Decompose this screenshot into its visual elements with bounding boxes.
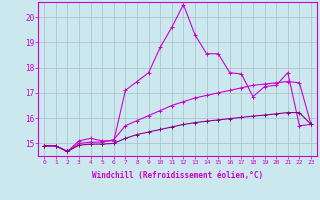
X-axis label: Windchill (Refroidissement éolien,°C): Windchill (Refroidissement éolien,°C) bbox=[92, 171, 263, 180]
